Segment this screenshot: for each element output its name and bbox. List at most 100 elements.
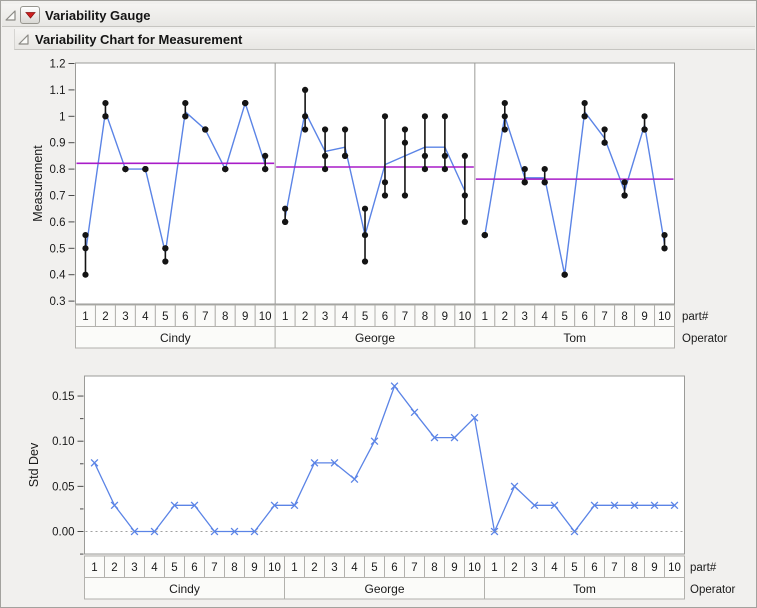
part-axis-label: 5 (561, 311, 567, 323)
y-tick-label: 1 (59, 111, 65, 123)
stddev-x-marker (670, 501, 679, 510)
part-axis-label: 1 (491, 562, 497, 574)
measurement-point (561, 271, 568, 278)
y-tick-label: 0.05 (52, 481, 74, 493)
measurement-point (581, 113, 588, 120)
operator-axis-cell (484, 577, 685, 600)
x-axis-name: part# (690, 562, 717, 574)
measurement-point (302, 86, 309, 93)
chart-section-title: Variability Chart for Measurement (35, 31, 243, 47)
part-axis-label: 4 (142, 311, 149, 323)
operator-axis-label: Tom (573, 582, 596, 596)
measurement-point (401, 192, 409, 199)
measurement-point (222, 166, 229, 173)
measurement-point (182, 100, 189, 107)
part-axis-label: 6 (191, 562, 197, 574)
stddev-x-marker (570, 527, 579, 536)
stddev-x-marker (110, 501, 119, 510)
y-tick-label: 0.9 (50, 138, 66, 150)
part-axis-label: 6 (182, 311, 188, 323)
measurement-point (381, 192, 389, 199)
measurement-point (541, 166, 548, 173)
y-tick-label: 0.3 (50, 296, 66, 308)
measurement-point (302, 113, 309, 120)
part-axis-label: 5 (171, 562, 177, 574)
stddev-x-marker (430, 433, 439, 442)
measurement-point (461, 218, 468, 225)
stddev-x-marker (650, 501, 659, 510)
part-axis-label: 7 (601, 311, 607, 323)
part-axis-label: 10 (259, 311, 272, 323)
part-axis-label: 3 (331, 562, 337, 574)
part-axis-label: 5 (571, 562, 577, 574)
part-axis-label: 8 (422, 311, 428, 323)
y-tick-label: 0.5 (50, 243, 66, 255)
measurement-point (461, 192, 468, 199)
stddev-x-marker (370, 437, 379, 446)
part-axis-label: 6 (391, 562, 397, 574)
part-axis-label: 7 (411, 562, 417, 574)
stddev-x-marker (630, 501, 639, 510)
red-triangle-menu-button[interactable] (20, 6, 40, 24)
part-axis-label: 2 (311, 562, 317, 574)
stddev-x-marker (230, 527, 239, 536)
stddev-x-marker (130, 527, 139, 536)
stddev-x-marker (190, 501, 199, 510)
disclosure-triangle-icon[interactable] (4, 9, 17, 22)
measurement-point (621, 179, 628, 186)
operator-axis-label: George (364, 582, 404, 596)
stddev-x-marker (410, 408, 419, 417)
part-axis-label: 3 (531, 562, 537, 574)
stddev-x-marker (350, 475, 359, 483)
stddev-x-marker (470, 413, 479, 422)
stddev-x-marker (250, 527, 259, 536)
measurement-point (82, 271, 89, 278)
measurement-point (361, 232, 369, 239)
measurement-point (461, 152, 468, 159)
measurement-point (581, 100, 588, 107)
measurement-point (421, 152, 429, 159)
part-axis-label: 6 (382, 311, 388, 323)
measurement-point (321, 126, 329, 133)
measurement-point (421, 166, 429, 173)
measurement-point (102, 113, 109, 120)
part-axis-label: 3 (122, 311, 128, 323)
measurement-point (441, 166, 448, 173)
plot-area (84, 375, 685, 555)
part-axis-label: 7 (611, 562, 617, 574)
group-axis-name: Operator (682, 333, 728, 345)
part-axis-label: 1 (482, 311, 488, 323)
part-axis-label: 9 (641, 311, 647, 323)
y-tick-label: 1.2 (50, 59, 66, 71)
group-axis-name: Operator (690, 584, 736, 596)
red-triangle-icon (24, 12, 36, 19)
part-axis-label: 9 (442, 311, 448, 323)
operator-axis-label: Cindy (169, 582, 200, 596)
part-axis-label: 2 (511, 562, 517, 574)
measurement-point (521, 179, 528, 186)
measurement-point (321, 152, 329, 159)
y-axis-title: Measurement (31, 145, 45, 222)
stddev-x-marker (270, 501, 279, 510)
measurement-point (441, 152, 448, 159)
part-axis-label: 3 (322, 311, 328, 323)
part-axis-label: 3 (131, 562, 137, 574)
measurement-point (601, 139, 608, 146)
y-tick-label: 0.4 (50, 270, 67, 282)
y-axis-title: Std Dev (27, 442, 41, 487)
operator-axis-label: Tom (563, 331, 586, 345)
outline-header-variability-chart: Variability Chart for Measurement (14, 29, 755, 50)
measurement-point (122, 166, 129, 173)
y-tick-label: 1.1 (50, 85, 66, 97)
measurement-point (341, 126, 349, 133)
measurement-point (501, 126, 508, 133)
measurement-point (321, 166, 329, 173)
measurement-point (641, 126, 648, 133)
measurement-point (102, 100, 109, 107)
disclosure-triangle-icon[interactable] (17, 33, 30, 46)
measurement-point (282, 218, 289, 225)
y-tick-label: 0.6 (50, 217, 66, 229)
part-axis-label: 9 (451, 562, 457, 574)
measurement-point (361, 205, 369, 212)
